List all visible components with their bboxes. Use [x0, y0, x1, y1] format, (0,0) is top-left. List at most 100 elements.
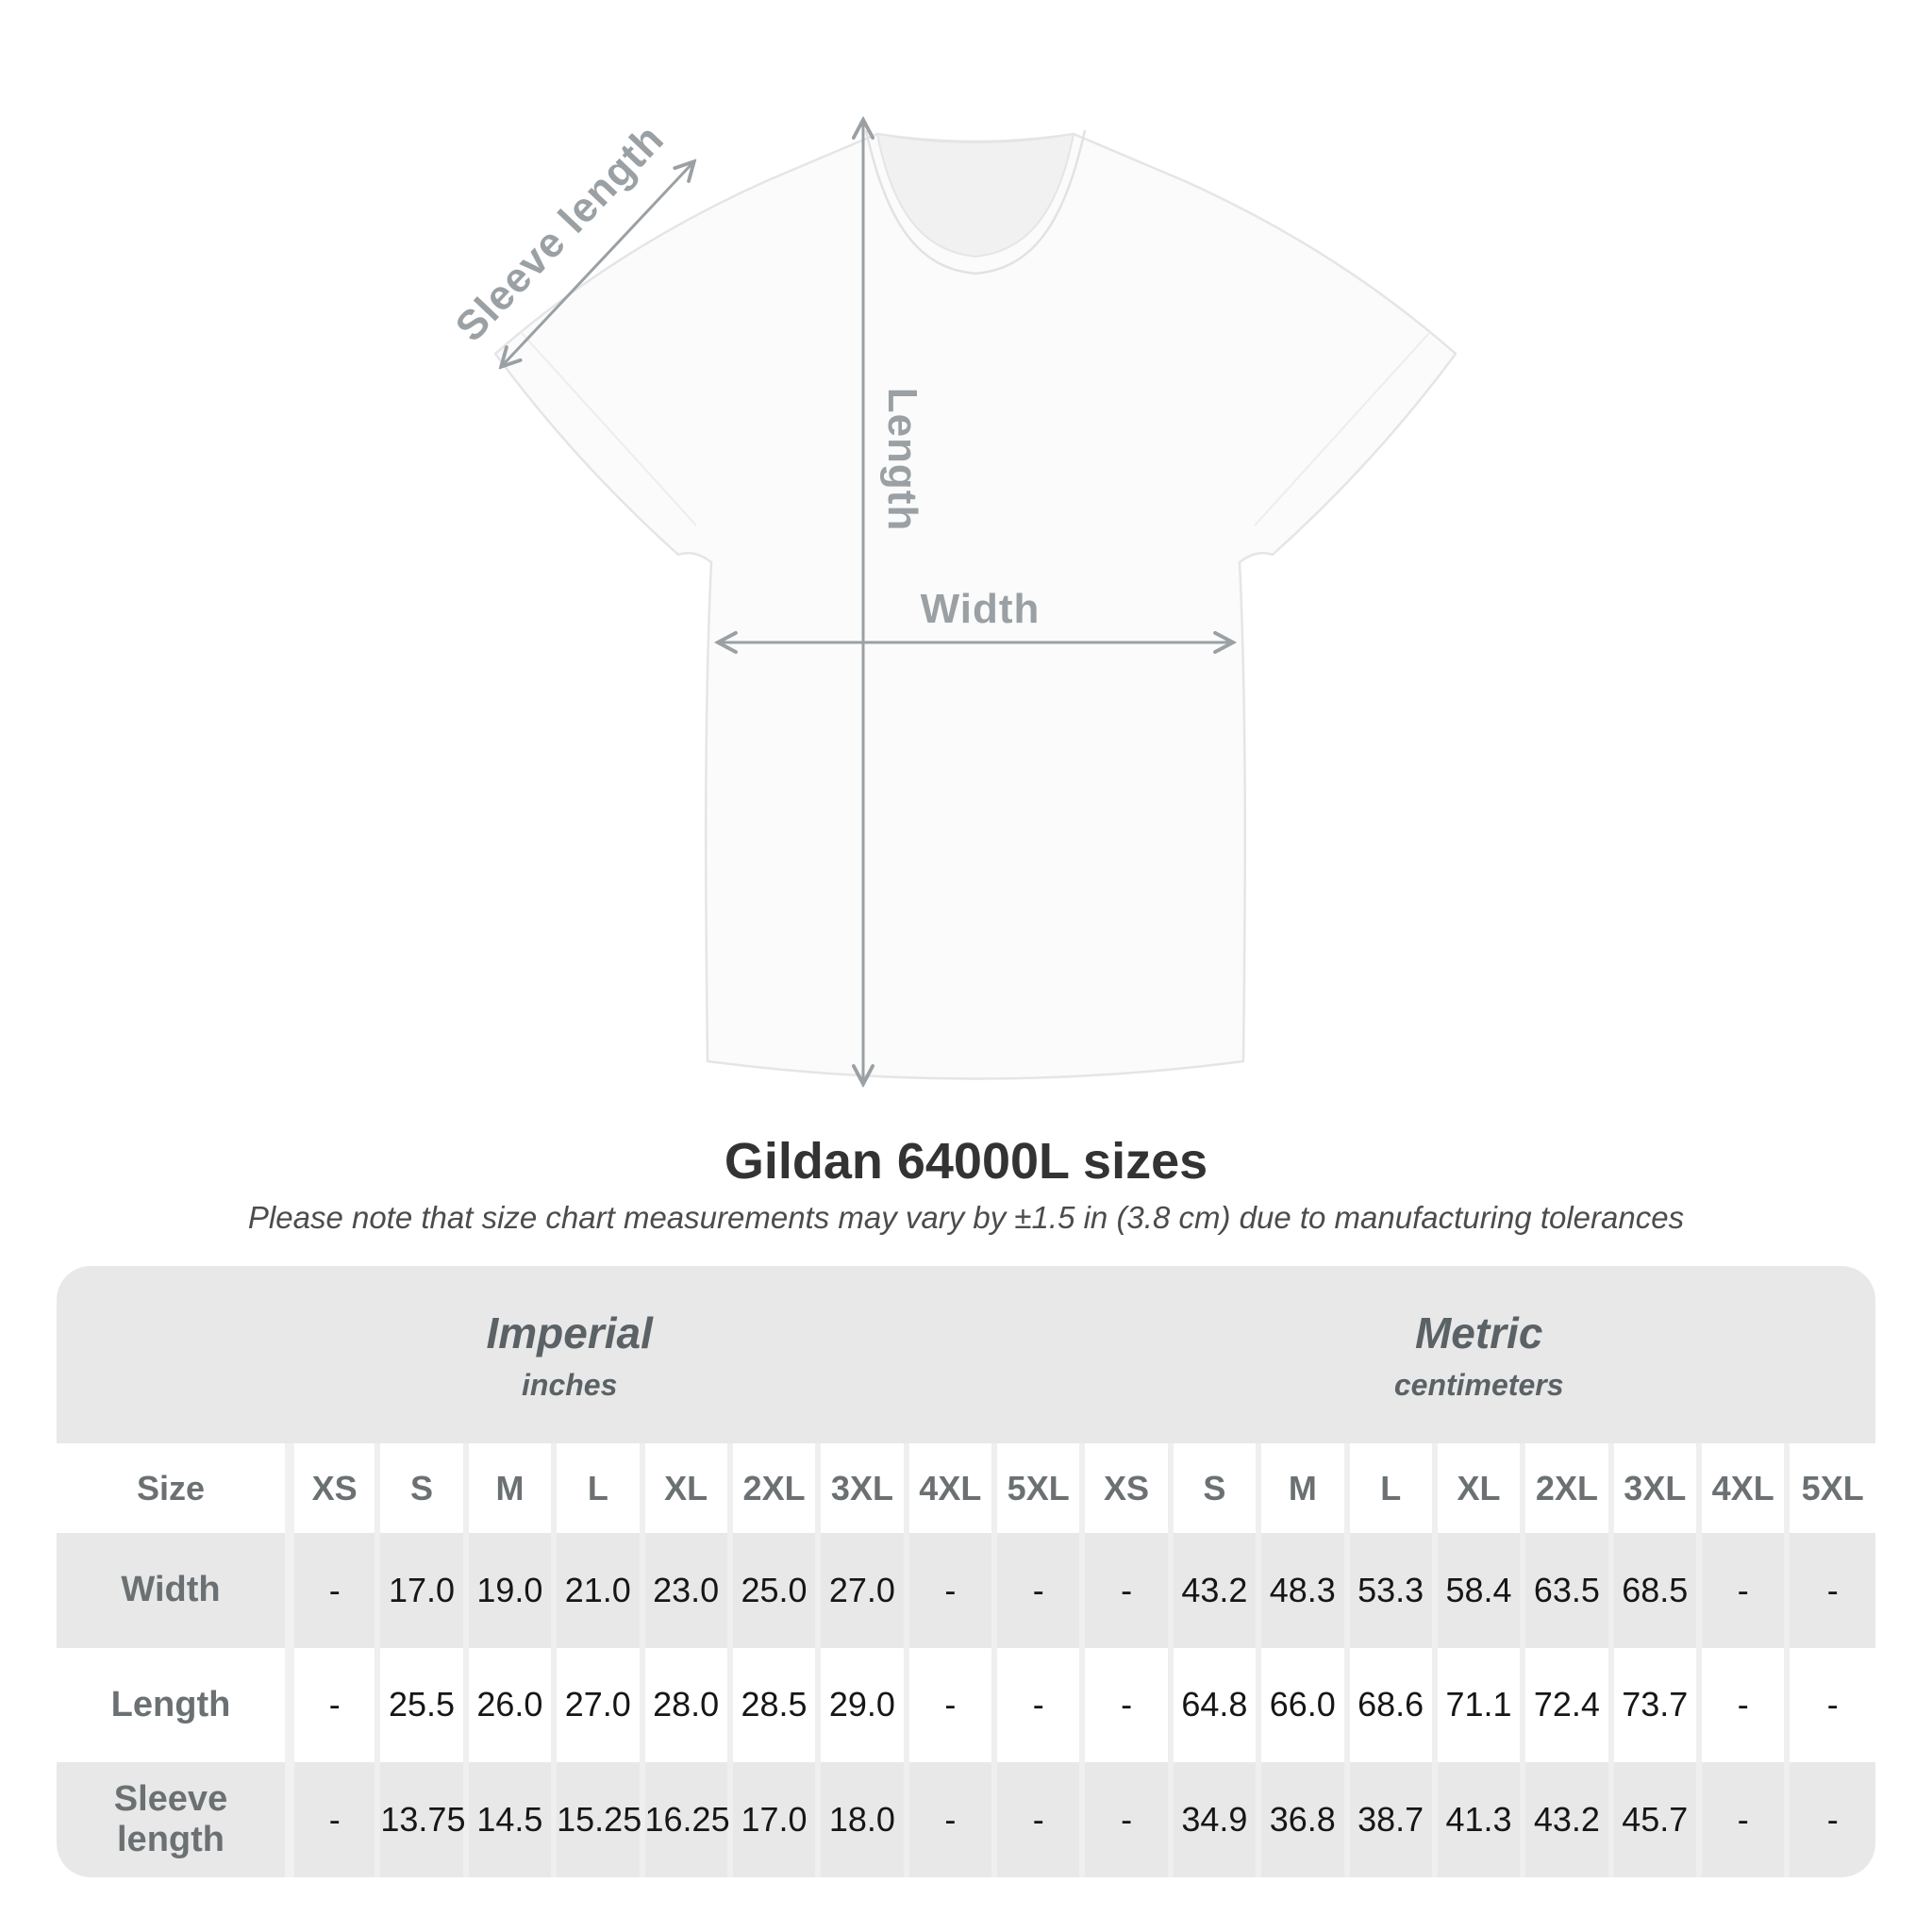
- cell-width-metric-4xl: -: [1695, 1533, 1788, 1648]
- table-body: Width -17.0 19.0 21.0 23.0 25.0 27.0- - -43.2 48.…: [57, 1533, 1875, 1877]
- units-header-row: Imperial inches Metric centimeters: [57, 1266, 1875, 1443]
- cell-sleeve-length-metric-4xl: -: [1695, 1762, 1788, 1877]
- cell-width-imperial-xl: 23.0: [639, 1533, 730, 1648]
- size-header-metric-5xl: 5XL: [1784, 1443, 1875, 1533]
- cell-sleeve-length-metric-2xl: 43.2: [1520, 1762, 1611, 1877]
- table-row: Width -17.0 19.0 21.0 23.0 25.0 27.0- - -43.2 48.…: [57, 1533, 1875, 1648]
- cell-sleeve-length-imperial-4xl: -: [903, 1762, 994, 1877]
- size-header-metric-xs: XS: [1079, 1443, 1171, 1533]
- cell-width-metric-s: 43.2: [1167, 1533, 1259, 1648]
- size-header-imperial-4xl: 4XL: [903, 1443, 994, 1533]
- cell-sleeve-length-imperial-xl: 16.25: [639, 1762, 730, 1877]
- cell-sleeve-length-imperial-3xl: 18.0: [815, 1762, 907, 1877]
- cell-width-metric-2xl: 63.5: [1520, 1533, 1611, 1648]
- cell-width-imperial-l: 21.0: [551, 1533, 642, 1648]
- cell-sleeve-length-metric-l: 38.7: [1343, 1762, 1435, 1877]
- size-header-metric-3xl: 3XL: [1607, 1443, 1699, 1533]
- cell-width-metric-xs: -: [1079, 1533, 1171, 1648]
- cell-length-imperial-5xl: -: [991, 1647, 1083, 1763]
- size-header-metric-l: L: [1343, 1443, 1435, 1533]
- cell-length-imperial-3xl: 29.0: [815, 1647, 907, 1763]
- cell-width-imperial-2xl: 25.0: [726, 1533, 819, 1648]
- cell-sleeve-length-imperial-l: 15.25: [551, 1762, 642, 1877]
- cell-sleeve-length-metric-xs: -: [1079, 1762, 1171, 1877]
- cell-length-metric-xl: 71.1: [1431, 1647, 1524, 1763]
- size-header-imperial-xl: XL: [639, 1443, 730, 1533]
- size-header-imperial-s: S: [375, 1443, 466, 1533]
- size-header-imperial-2xl: 2XL: [726, 1443, 819, 1533]
- cell-width-imperial-m: 19.0: [462, 1533, 555, 1648]
- cell-sleeve-length-metric-s: 34.9: [1167, 1762, 1259, 1877]
- size-header-metric-s: S: [1167, 1443, 1259, 1533]
- sizes-header-row: Size XS S M L XL 2XL 3XL 4XL 5XL XS S M L XL 2XL 3XL 4XL…: [57, 1443, 1875, 1533]
- cell-width-metric-3xl: 68.5: [1607, 1533, 1699, 1648]
- size-header-imperial-3xl: 3XL: [815, 1443, 907, 1533]
- cell-length-imperial-m: 26.0: [462, 1647, 555, 1763]
- tshirt-illustration: [493, 129, 1457, 1080]
- cell-width-imperial-s: 17.0: [375, 1533, 466, 1648]
- imperial-section-unit: inches: [522, 1367, 618, 1402]
- metric-section-header: Metric centimeters: [1082, 1266, 1875, 1443]
- size-header-imperial-m: M: [462, 1443, 555, 1533]
- row-label: Width: [57, 1533, 290, 1648]
- cell-length-imperial-xl: 28.0: [639, 1647, 730, 1763]
- row-label: Length: [57, 1647, 290, 1763]
- cell-length-metric-2xl: 72.4: [1520, 1647, 1611, 1763]
- size-header-imperial-xs: XS: [284, 1443, 378, 1533]
- cell-sleeve-length-imperial-m: 14.5: [462, 1762, 555, 1877]
- metric-section-unit: centimeters: [1393, 1367, 1564, 1402]
- measurement-arrows: [502, 121, 1232, 1083]
- cell-length-metric-l: 68.6: [1343, 1647, 1435, 1763]
- cell-length-imperial-xs: -: [284, 1647, 378, 1763]
- tshirt-diagram-svg: Sleeve length Length Width: [447, 116, 1457, 1094]
- length-label: Length: [879, 388, 925, 532]
- cell-length-metric-5xl: -: [1784, 1647, 1875, 1763]
- cell-width-imperial-5xl: -: [991, 1533, 1083, 1648]
- cell-sleeve-length-metric-3xl: 45.7: [1607, 1762, 1699, 1877]
- size-header-metric-xl: XL: [1431, 1443, 1524, 1533]
- cell-length-metric-xs: -: [1079, 1647, 1171, 1763]
- imperial-section-header: Imperial inches: [57, 1266, 1083, 1443]
- cell-width-metric-xl: 58.4: [1431, 1533, 1524, 1648]
- cell-length-metric-3xl: 73.7: [1607, 1647, 1699, 1763]
- cell-length-metric-4xl: -: [1695, 1647, 1788, 1763]
- cell-length-imperial-2xl: 28.5: [726, 1647, 819, 1763]
- sleeve-length-arrow: [502, 162, 693, 366]
- cell-sleeve-length-imperial-s: 13.75: [375, 1762, 466, 1877]
- size-header-imperial-l: L: [551, 1443, 642, 1533]
- width-label: Width: [921, 586, 1041, 632]
- size-chart-table: Imperial inches Metric centimeters Size …: [57, 1266, 1875, 1877]
- metric-section-name: Metric: [1414, 1307, 1543, 1357]
- cell-length-imperial-4xl: -: [903, 1647, 994, 1763]
- size-header-metric-2xl: 2XL: [1520, 1443, 1611, 1533]
- cell-sleeve-length-imperial-xs: -: [284, 1762, 378, 1877]
- table-row: Sleeve length -13.75 14.5 15.25 16.25 17.0 18.…: [57, 1762, 1875, 1877]
- cell-length-imperial-s: 25.5: [375, 1647, 466, 1763]
- table-row: Length -25.5 26.0 27.0 28.0 28.5 29.0- - -64.8 66…: [57, 1647, 1875, 1763]
- size-header-metric-4xl: 4XL: [1695, 1443, 1788, 1533]
- cell-width-metric-5xl: -: [1784, 1533, 1875, 1648]
- cell-sleeve-length-metric-xl: 41.3: [1431, 1762, 1524, 1877]
- imperial-section-name: Imperial: [486, 1307, 653, 1357]
- tshirt-neck-opening: [875, 132, 1075, 258]
- cell-sleeve-length-metric-m: 36.8: [1256, 1762, 1347, 1877]
- cell-width-imperial-xs: -: [284, 1533, 378, 1648]
- cell-length-metric-s: 64.8: [1167, 1647, 1259, 1763]
- cell-width-imperial-3xl: 27.0: [815, 1533, 907, 1648]
- cell-sleeve-length-metric-5xl: -: [1784, 1762, 1875, 1877]
- size-chart-title: Gildan 64000L sizes: [724, 1133, 1208, 1190]
- cell-sleeve-length-imperial-2xl: 17.0: [726, 1762, 819, 1877]
- cell-width-metric-m: 48.3: [1256, 1533, 1347, 1648]
- row-label: Sleeve length: [57, 1762, 290, 1877]
- size-header-metric-m: M: [1256, 1443, 1347, 1533]
- size-column-header: Size: [57, 1443, 290, 1533]
- tshirt-body: [493, 132, 1457, 1080]
- cell-width-imperial-4xl: -: [903, 1533, 994, 1648]
- cell-width-metric-l: 53.3: [1343, 1533, 1435, 1648]
- cell-length-metric-m: 66.0: [1256, 1647, 1347, 1763]
- cell-sleeve-length-imperial-5xl: -: [991, 1762, 1083, 1877]
- cell-length-imperial-l: 27.0: [551, 1647, 642, 1763]
- size-chart-subtitle: Please note that size chart measurements…: [247, 1200, 1685, 1235]
- tshirt-right-cuff-seam: [1254, 331, 1431, 526]
- tshirt-collar-band: [864, 129, 1087, 275]
